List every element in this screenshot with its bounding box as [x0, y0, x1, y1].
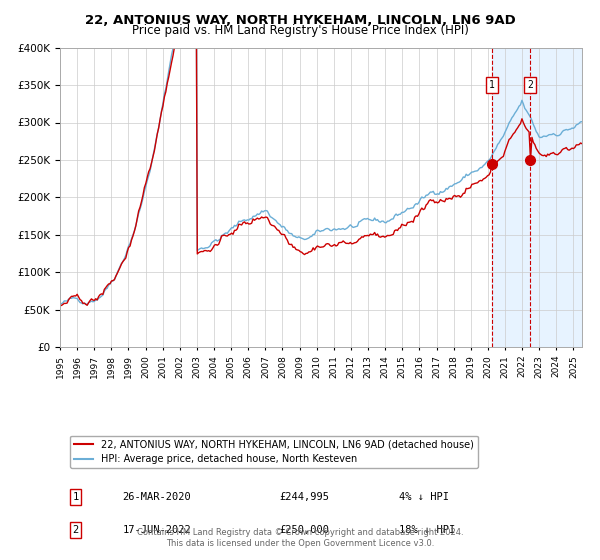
Text: 4% ↓ HPI: 4% ↓ HPI — [400, 492, 449, 502]
Text: 2: 2 — [527, 80, 533, 90]
Text: 1: 1 — [489, 80, 495, 90]
Text: £244,995: £244,995 — [279, 492, 329, 502]
Text: 1: 1 — [73, 492, 79, 502]
Text: 26-MAR-2020: 26-MAR-2020 — [122, 492, 191, 502]
Text: £250,000: £250,000 — [279, 525, 329, 535]
Text: Price paid vs. HM Land Registry's House Price Index (HPI): Price paid vs. HM Land Registry's House … — [131, 24, 469, 36]
Text: 2: 2 — [73, 525, 79, 535]
Text: 17-JUN-2022: 17-JUN-2022 — [122, 525, 191, 535]
Bar — [492, 48, 582, 347]
Text: 18% ↓ HPI: 18% ↓ HPI — [400, 525, 455, 535]
Text: 22, ANTONIUS WAY, NORTH HYKEHAM, LINCOLN, LN6 9AD: 22, ANTONIUS WAY, NORTH HYKEHAM, LINCOLN… — [85, 14, 515, 27]
Text: Contains HM Land Registry data © Crown copyright and database right 2024.
This d: Contains HM Land Registry data © Crown c… — [137, 528, 463, 548]
Legend: 22, ANTONIUS WAY, NORTH HYKEHAM, LINCOLN, LN6 9AD (detached house), HPI: Average: 22, ANTONIUS WAY, NORTH HYKEHAM, LINCOLN… — [70, 436, 478, 468]
